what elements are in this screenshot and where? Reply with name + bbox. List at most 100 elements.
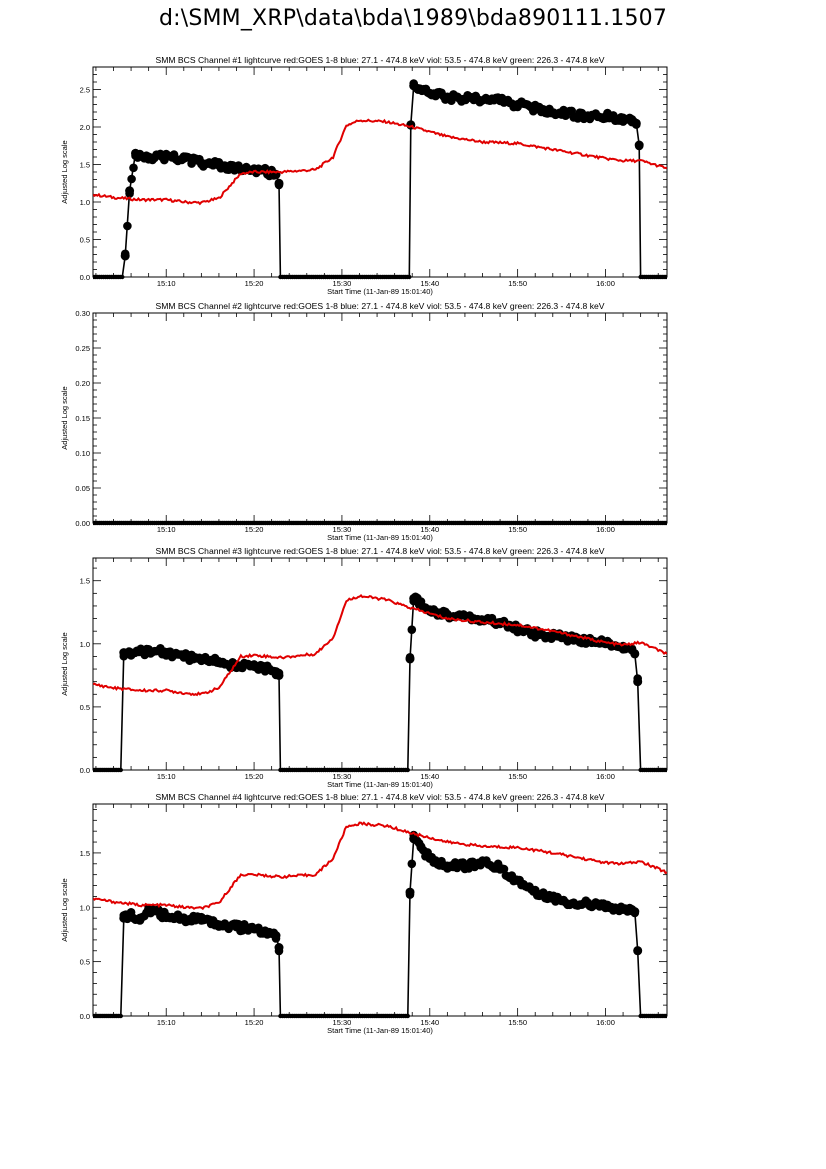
- data-point: [413, 85, 423, 94]
- chart-title: SMM BCS Channel #2 lightcurve red:GOES 1…: [155, 301, 604, 311]
- data-point: [425, 88, 435, 98]
- data-point: [274, 178, 284, 188]
- plot-area: [93, 79, 667, 280]
- y-axis-label: Adjusted Log scale: [60, 140, 69, 203]
- y-tick-label: 0.25: [75, 344, 90, 353]
- data-point: [179, 154, 189, 163]
- data-point: [407, 274, 412, 280]
- data-point: [513, 875, 523, 885]
- y-tick-label: 0.00: [75, 519, 90, 528]
- data-point: [664, 767, 667, 773]
- chart-panel-4: SMM BCS Channel #4 lightcurve red:GOES 1…: [60, 792, 668, 1035]
- data-point: [135, 150, 145, 160]
- y-tick-label: 0.10: [75, 449, 90, 458]
- x-axis-label: Start Time (11-Jan-89 15:01:40): [327, 287, 433, 296]
- data-point: [405, 887, 415, 897]
- page-title: d:\SMM_XRP\data\bda\1989\bda890111.1507: [158, 6, 668, 31]
- data-point: [557, 633, 567, 642]
- x-tick-label: 15:30: [333, 772, 352, 781]
- data-point: [126, 650, 136, 660]
- data-point: [249, 924, 259, 934]
- data-point: [196, 915, 206, 925]
- x-tick-label: 16:00: [596, 525, 615, 534]
- x-axis-label: Start Time (11-Jan-89 15:01:40): [327, 780, 433, 789]
- x-tick-label: 16:00: [596, 1018, 615, 1027]
- x-tick-label: 15:10: [157, 772, 176, 781]
- plot-area: [93, 821, 667, 1019]
- x-tick-label: 15:40: [420, 772, 439, 781]
- x-tick-label: 16:00: [596, 772, 615, 781]
- x-tick-label: 15:50: [508, 525, 527, 534]
- data-point: [557, 109, 567, 118]
- y-tick-label: 2.5: [80, 86, 90, 95]
- bcs-series-line: [93, 596, 667, 771]
- y-tick-label: 1.5: [80, 577, 90, 586]
- y-tick-label: 0.5: [80, 958, 90, 967]
- goes-series-line: [93, 594, 667, 697]
- plot-frame: [92, 66, 668, 278]
- chart-title: SMM BCS Channel #1 lightcurve red:GOES 1…: [155, 55, 604, 65]
- data-point: [478, 857, 487, 867]
- x-tick-label: 15:50: [508, 772, 527, 781]
- x-axis-label: Start Time (11-Jan-89 15:01:40): [327, 1026, 433, 1035]
- x-tick-label: 15:10: [157, 279, 176, 288]
- data-point: [232, 662, 241, 671]
- x-tick-label: 15:20: [245, 525, 264, 534]
- data-point: [416, 843, 426, 852]
- x-tick-label: 15:30: [333, 525, 352, 534]
- data-point: [530, 629, 540, 639]
- data-point: [583, 111, 593, 121]
- data-point: [405, 654, 415, 664]
- data-point: [262, 664, 272, 674]
- chart-panel-2: SMM BCS Channel #2 lightcurve red:GOES 1…: [60, 301, 668, 542]
- data-point: [567, 106, 576, 116]
- chart-panel-1: SMM BCS Channel #1 lightcurve red:GOES 1…: [60, 55, 668, 296]
- x-tick-label: 15:50: [508, 1018, 527, 1027]
- plot-frame: [92, 557, 668, 771]
- y-tick-label: 0.5: [80, 236, 90, 245]
- y-tick-label: 0.0: [80, 1012, 90, 1021]
- x-tick-label: 15:20: [245, 279, 264, 288]
- y-axis-label: Adjusted Log scale: [60, 632, 69, 695]
- data-point: [601, 902, 610, 912]
- data-point: [127, 174, 136, 184]
- x-tick-label: 15:40: [420, 279, 439, 288]
- y-axis-label: Adjusted Log scale: [60, 878, 69, 941]
- x-tick-label: 15:30: [333, 1018, 352, 1027]
- x-axis-label: Start Time (11-Jan-89 15:01:40): [327, 533, 433, 542]
- data-point: [232, 164, 241, 174]
- data-point: [495, 863, 505, 873]
- data-point: [120, 274, 125, 280]
- x-tick-label: 15:20: [245, 772, 264, 781]
- data-point: [633, 946, 643, 956]
- chart-panel-3: SMM BCS Channel #3 lightcurve red:GOES 1…: [60, 546, 668, 789]
- x-tick-label: 15:40: [420, 1018, 439, 1027]
- data-point: [196, 158, 206, 168]
- plot-area: [93, 592, 667, 773]
- bcs-series-line: [93, 836, 667, 1017]
- data-point: [179, 913, 189, 923]
- data-point: [618, 113, 628, 123]
- data-point: [495, 96, 505, 106]
- data-point: [557, 896, 567, 906]
- data-point: [144, 152, 154, 162]
- data-point: [119, 648, 129, 658]
- data-point: [214, 657, 224, 666]
- data-point: [274, 943, 284, 952]
- plot-area: [93, 520, 667, 526]
- data-point: [118, 1013, 124, 1019]
- data-point: [409, 593, 419, 603]
- data-point: [249, 662, 259, 671]
- data-point: [601, 112, 610, 121]
- data-point: [442, 92, 452, 102]
- data-point: [630, 907, 640, 917]
- data-point: [129, 163, 138, 173]
- data-point: [405, 1013, 410, 1019]
- goes-series-line: [93, 821, 667, 911]
- data-point: [634, 140, 644, 150]
- y-tick-label: 0.0: [80, 273, 90, 282]
- data-point: [530, 103, 540, 113]
- data-point: [125, 186, 135, 196]
- data-point: [119, 913, 129, 923]
- x-tick-label: 15:10: [157, 1018, 176, 1027]
